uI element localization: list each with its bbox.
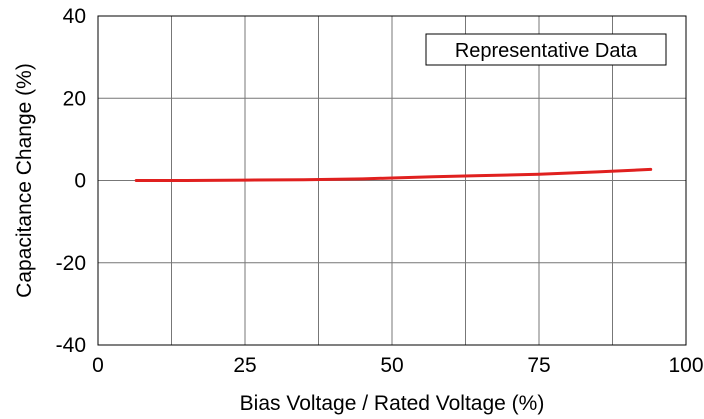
- annotation-box: Representative Data: [425, 33, 667, 66]
- y-tick-label: 0: [74, 170, 86, 193]
- y-tick-labels: 40 20 0 -20 -40: [56, 5, 86, 357]
- annotation-text: Representative Data: [455, 40, 638, 62]
- x-axis-label: Bias Voltage / Rated Voltage (%): [240, 392, 545, 415]
- grid: [98, 16, 686, 345]
- y-tick-label: 40: [63, 5, 86, 28]
- y-tick-label: -40: [56, 334, 86, 357]
- y-tick-label: 20: [63, 87, 86, 110]
- series-layer: [134, 167, 653, 182]
- annotation-frame: [425, 33, 667, 66]
- x-tick-labels: 0 25 50 75 100: [92, 354, 703, 377]
- x-tick-label: 25: [233, 354, 256, 377]
- series-line: [134, 167, 653, 182]
- y-axis-label: Capacitance Change (%): [13, 63, 36, 298]
- y-tick-label: -20: [56, 252, 86, 275]
- x-tick-label: 100: [668, 354, 703, 377]
- x-tick-label: 75: [527, 354, 550, 377]
- x-tick-label: 0: [92, 354, 104, 377]
- x-tick-label: 50: [380, 354, 403, 377]
- plot-frame: [97, 15, 687, 346]
